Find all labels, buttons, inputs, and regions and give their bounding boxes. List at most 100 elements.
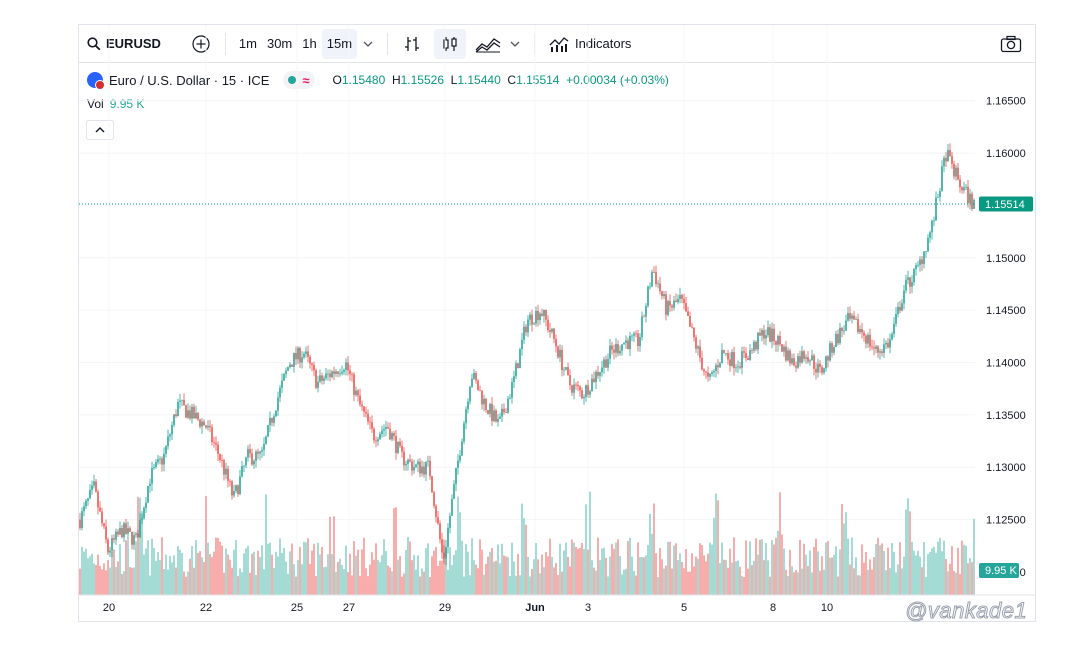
candle	[341, 371, 343, 374]
candle	[537, 310, 539, 321]
volume-bar	[461, 540, 463, 595]
candle	[735, 367, 737, 369]
candle	[723, 350, 725, 354]
candle	[463, 423, 465, 442]
volume-bar	[221, 545, 223, 595]
chart-style-dropdown[interactable]	[504, 29, 526, 59]
candle	[351, 374, 353, 376]
volume-bar	[881, 543, 883, 595]
candle	[747, 358, 749, 361]
volume-bar	[783, 548, 785, 595]
candle	[799, 356, 801, 363]
candle	[189, 410, 191, 419]
volume-bar	[739, 566, 741, 595]
volume-bar	[371, 552, 373, 595]
volume-bar	[355, 555, 357, 595]
y-tick-label: 1.13000	[986, 462, 1026, 474]
volume-bar	[849, 564, 851, 595]
market-open-dot-icon	[288, 76, 297, 84]
volume-bar	[397, 559, 399, 595]
snapshot-button[interactable]	[995, 29, 1027, 59]
y-tick-label: 1.16500	[986, 96, 1026, 108]
collapse-legend-button[interactable]	[86, 120, 114, 140]
volume-bar	[509, 576, 511, 595]
area-style-button[interactable]	[472, 29, 504, 59]
volume-bar	[569, 566, 571, 595]
candle	[677, 298, 679, 303]
volume-bar	[617, 539, 619, 595]
candle	[375, 440, 377, 442]
volume-bar	[955, 572, 957, 595]
compare-button[interactable]	[185, 29, 217, 59]
interval-1m[interactable]: 1m	[238, 36, 257, 51]
market-status-pill[interactable]: ≈	[283, 71, 315, 89]
volume-bar	[867, 569, 869, 595]
volume-bar	[853, 568, 855, 595]
volume-bar	[895, 572, 897, 595]
volume-bar	[733, 537, 735, 595]
indicators-button[interactable]: Indicators	[543, 29, 637, 59]
volume-bar	[851, 537, 853, 595]
volume-bar	[971, 562, 973, 595]
volume-bar	[235, 540, 237, 595]
candle	[615, 344, 617, 353]
volume-bar	[519, 575, 521, 595]
low-value: 1.15440	[457, 73, 501, 87]
candle	[171, 425, 173, 435]
candle	[617, 344, 619, 354]
candle	[863, 332, 865, 336]
volume-bar	[269, 542, 271, 595]
volume-bar	[231, 567, 233, 595]
volume-bar	[755, 538, 757, 595]
volume-bar	[479, 539, 481, 595]
candle	[143, 507, 145, 519]
candle	[923, 251, 925, 264]
time-axis[interactable]: 20 22 25 27 29 Jun 3 5 8 10	[79, 594, 1035, 614]
volume-bar	[501, 543, 503, 595]
candle	[829, 343, 831, 361]
interval-1h[interactable]: 1h	[302, 36, 317, 51]
price-chart[interactable]: 1.165001.160001.155001.150001.145001.140…	[79, 25, 1035, 621]
interval-30m[interactable]: 30m	[266, 36, 293, 51]
candles-style-button[interactable]	[434, 28, 467, 59]
candle	[449, 515, 451, 528]
volume-bar	[207, 542, 209, 595]
candle	[423, 466, 425, 475]
candle	[429, 460, 431, 477]
candle	[195, 412, 197, 419]
candle	[709, 373, 711, 377]
bars-style-button[interactable]	[396, 29, 428, 59]
candle	[585, 385, 587, 397]
volume-bar	[407, 537, 409, 595]
candle	[649, 286, 651, 288]
price-axis[interactable]: 1.165001.160001.155001.150001.145001.140…	[986, 96, 1026, 579]
volume-bar	[205, 496, 207, 595]
volume-bar	[661, 559, 663, 595]
candle	[259, 451, 261, 454]
volume-bar	[107, 560, 109, 595]
candle	[729, 359, 731, 366]
open-label: O	[332, 73, 342, 87]
interval-15m[interactable]: 15m	[321, 28, 358, 59]
volume-bar	[625, 568, 627, 595]
candle	[529, 314, 531, 320]
interval-dropdown[interactable]	[357, 29, 379, 59]
candle	[475, 372, 477, 381]
candle	[387, 426, 389, 429]
symbol-search[interactable]: EURUSD	[79, 29, 167, 59]
candle	[545, 309, 547, 320]
candle	[621, 344, 623, 351]
candle	[87, 498, 89, 501]
volume-bar	[375, 543, 377, 595]
toolbar: EURUSD 1m 30m 1h 15m	[79, 25, 1035, 63]
volume-bar	[613, 548, 615, 595]
candle	[751, 350, 753, 351]
candle	[211, 427, 213, 443]
volume-bar	[465, 544, 467, 595]
candle	[209, 425, 211, 428]
volume-bar	[447, 569, 449, 595]
volume-bar	[865, 551, 867, 595]
candle	[657, 283, 659, 285]
candle	[953, 163, 955, 177]
volume-bar	[293, 564, 295, 595]
